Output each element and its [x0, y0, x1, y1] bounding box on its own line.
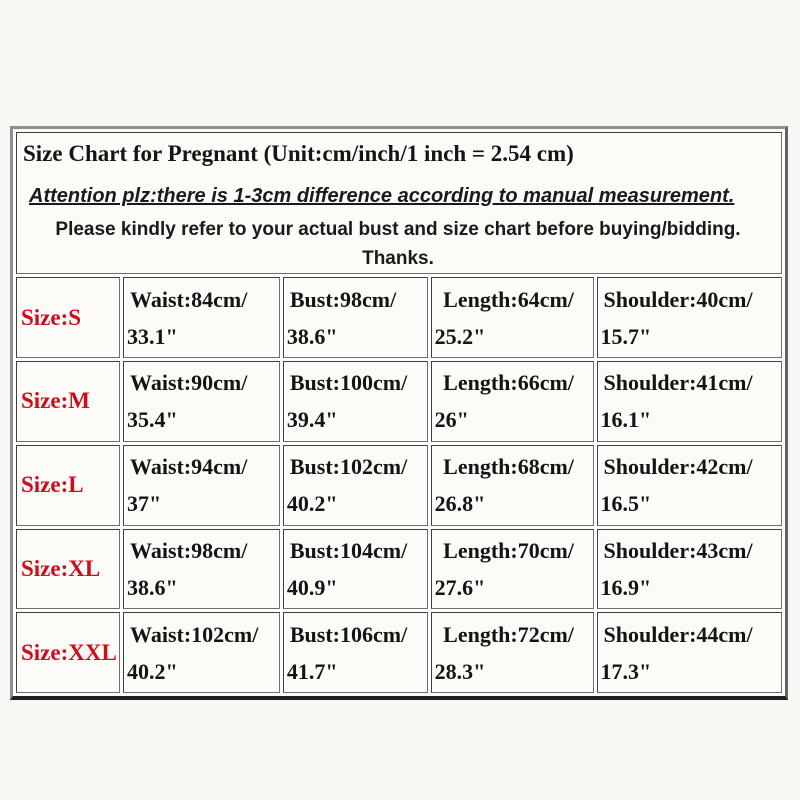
bust-cell: Bust:100cm/ 39.4" [282, 361, 428, 442]
cm-line: Length:64cm/ [437, 286, 574, 312]
inch-line: 27.6" [434, 574, 486, 600]
cm-line: Bust:106cm/ [289, 621, 408, 647]
inch-line: 38.6" [286, 323, 338, 349]
inch-line: 16.1" [600, 407, 652, 433]
cm-line: Waist:84cm/ [130, 286, 248, 312]
cm-line: Shoulder:41cm/ [603, 370, 753, 396]
length-cell: Length:66cm/ 26" [430, 361, 594, 442]
inch-line: 40.9" [286, 574, 338, 600]
length-cell: Length:68cm/ 26.8" [430, 444, 594, 526]
inch-line: 16.9" [600, 574, 652, 600]
size-chart-table: Size Chart for Pregnant (Unit:cm/inch/1 … [10, 126, 788, 700]
inch-line: 39.4" [286, 407, 338, 433]
cm-line: Shoulder:43cm/ [603, 537, 753, 563]
inch-line: 40.2" [127, 658, 178, 684]
size-label-cell: Size:M [16, 361, 121, 442]
inch-line: 37" [127, 491, 162, 517]
waist-cell: Waist:102cm/ 40.2" [123, 612, 280, 693]
table-row-size-xxl: Size:XXL Waist:102cm/ 40.2" Bust:106cm/ … [16, 612, 782, 693]
cm-line: Length:66cm/ [437, 370, 574, 396]
size-label-cell: Size:XXL [16, 612, 121, 693]
cm-line: Bust:100cm/ [289, 370, 408, 396]
cm-line: Length:70cm/ [437, 537, 574, 563]
inch-line: 28.3" [434, 658, 486, 684]
shoulder-cell: Shoulder:40cm/ 15.7" [596, 277, 782, 359]
shoulder-cell: Shoulder:43cm/ 16.9" [596, 528, 782, 610]
inch-line: 25.2" [434, 323, 486, 349]
waist-cell: Waist:90cm/ 35.4" [123, 361, 280, 442]
header-cell: Size Chart for Pregnant (Unit:cm/inch/1 … [16, 132, 782, 275]
cm-line: Waist:94cm/ [130, 454, 248, 480]
buying-note: Please kindly refer to your actual bust … [55, 219, 741, 240]
cm-line: Bust:104cm/ [289, 537, 408, 563]
cm-line: Shoulder:40cm/ [603, 286, 753, 312]
inch-line: 26" [434, 407, 469, 433]
bust-cell: Bust:104cm/ 40.9" [282, 528, 428, 610]
cm-line: Length:72cm/ [437, 621, 574, 647]
size-label-cell: Size:L [16, 444, 121, 526]
inch-line: 33.1" [127, 323, 178, 349]
inch-line: 16.5" [600, 491, 652, 517]
cm-line: Waist:90cm/ [130, 370, 248, 396]
length-cell: Length:64cm/ 25.2" [430, 277, 594, 359]
cm-line: Shoulder:42cm/ [603, 454, 753, 480]
size-label-cell: Size:S [16, 277, 121, 359]
bust-cell: Bust:106cm/ 41.7" [282, 612, 428, 693]
inch-line: 35.4" [127, 407, 178, 433]
table-row-size-xl: Size:XL Waist:98cm/ 38.6" Bust:104cm/ 40… [16, 528, 782, 610]
cm-line: Waist:98cm/ [130, 537, 248, 563]
cm-line: Shoulder:44cm/ [603, 621, 753, 647]
inch-line: 40.2" [286, 491, 338, 517]
waist-cell: Waist:98cm/ 38.6" [123, 528, 280, 610]
length-cell: Length:72cm/ 28.3" [430, 612, 594, 693]
waist-cell: Waist:94cm/ 37" [123, 444, 280, 526]
inch-line: 26.8" [434, 491, 486, 517]
inch-line: 15.7" [600, 323, 652, 349]
waist-cell: Waist:84cm/ 33.1" [123, 277, 280, 359]
table-row-size-s: Size:S Waist:84cm/ 33.1" Bust:98cm/ 38.6… [16, 277, 782, 359]
inch-line: 41.7" [286, 658, 338, 684]
cm-line: Length:68cm/ [437, 454, 574, 480]
header-row: Size Chart for Pregnant (Unit:cm/inch/1 … [16, 132, 782, 275]
shoulder-cell: Shoulder:41cm/ 16.1" [596, 361, 782, 442]
attention-note: Attention plz:there is 1-3cm difference … [29, 185, 735, 207]
length-cell: Length:70cm/ 27.6" [430, 528, 594, 610]
bust-cell: Bust:98cm/ 38.6" [282, 277, 428, 359]
size-label-cell: Size:XL [16, 528, 121, 610]
inch-line: 38.6" [127, 574, 178, 600]
table-row-size-l: Size:L Waist:94cm/ 37" Bust:102cm/ 40.2"… [16, 444, 782, 526]
cm-line: Waist:102cm/ [130, 621, 259, 647]
inch-line: 17.3" [600, 658, 652, 684]
table-row-size-m: Size:M Waist:90cm/ 35.4" Bust:100cm/ 39.… [16, 361, 782, 442]
thanks-note: Thanks. [362, 248, 434, 269]
shoulder-cell: Shoulder:42cm/ 16.5" [596, 444, 782, 526]
shoulder-cell: Shoulder:44cm/ 17.3" [596, 612, 782, 693]
cm-line: Bust:102cm/ [289, 454, 408, 480]
page-title: Size Chart for Pregnant (Unit:cm/inch/1 … [23, 141, 574, 166]
size-table: Size Chart for Pregnant (Unit:cm/inch/1 … [13, 129, 785, 696]
cm-line: Bust:98cm/ [289, 286, 397, 312]
bust-cell: Bust:102cm/ 40.2" [282, 444, 428, 526]
